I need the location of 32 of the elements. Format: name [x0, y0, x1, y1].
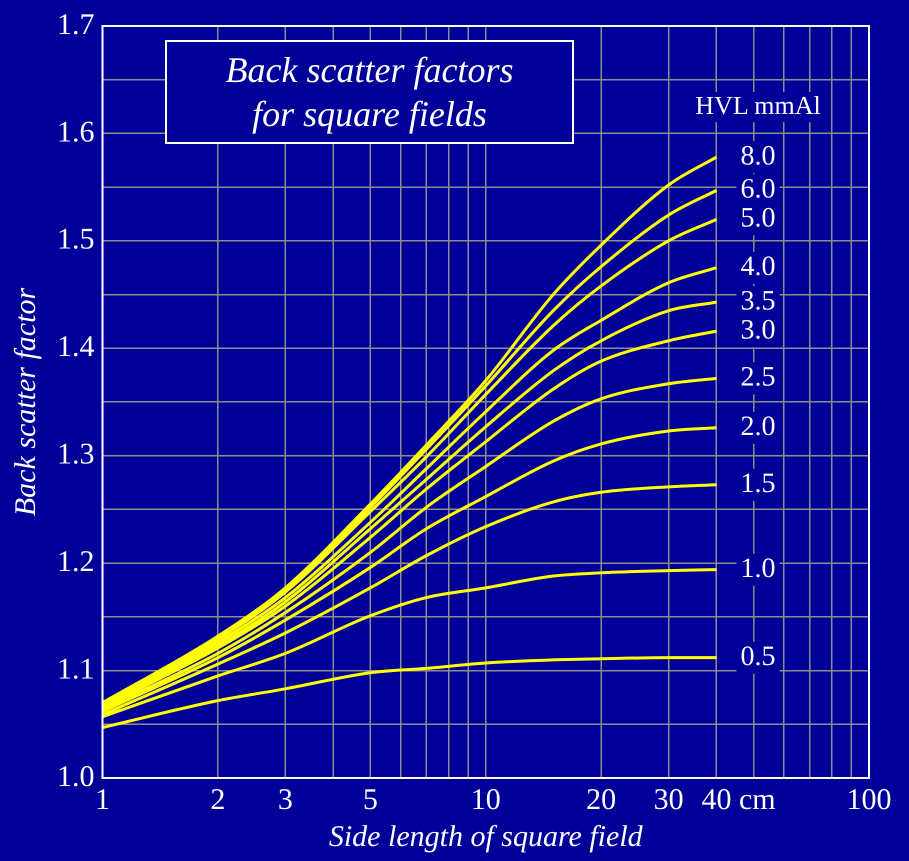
x-tick-label: 3: [278, 782, 293, 816]
series-label: 1.5: [740, 468, 776, 500]
y-tick-label: 1.5: [57, 222, 94, 256]
x-axis-title: Side length of square field: [328, 820, 644, 853]
series-label: 2.0: [740, 411, 776, 442]
y-tick-label: 1.0: [57, 760, 94, 793]
y-tick-label: 1.6: [57, 115, 94, 148]
x-tick-label: 2: [210, 782, 226, 816]
y-tick-label: 1.3: [57, 438, 94, 471]
series-label: 2.5: [740, 362, 776, 393]
y-axis-title: Back scatter factor: [8, 288, 42, 516]
y-tick-label: 1.7: [57, 8, 94, 41]
y-tick-label: 1.1: [57, 652, 94, 686]
y-tick-label: 1.2: [57, 545, 94, 578]
series-label: 4.0: [740, 251, 776, 282]
legend-title: HVL mmAl: [695, 90, 821, 120]
x-tick-label: 1: [95, 782, 110, 816]
x-tick-label: 10: [470, 782, 501, 816]
y-tick-label: 1.4: [57, 330, 94, 364]
series-label: 8.0: [740, 140, 776, 172]
title-box: Back scatter factors for square fields: [165, 40, 574, 144]
x-tick-label: 30: [654, 782, 684, 816]
x-tick-label: 40 cm: [701, 782, 776, 816]
series-label: 1.0: [740, 552, 776, 584]
series-label: 5.0: [740, 202, 776, 234]
x-tick-label: 20: [586, 782, 616, 816]
x-tick-label: 5: [362, 782, 378, 816]
series-label: 0.5: [740, 641, 776, 672]
series-label: 3.5: [740, 285, 776, 316]
x-tick-label: 100: [846, 782, 892, 816]
series-label: 6.0: [740, 174, 776, 205]
series-label: 3.0: [740, 314, 776, 346]
